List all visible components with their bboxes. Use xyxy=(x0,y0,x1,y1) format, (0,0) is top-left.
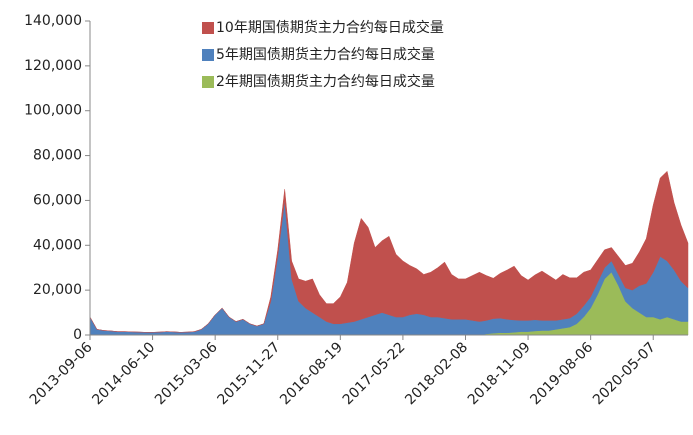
y-tick-label: 60,000 xyxy=(33,192,82,208)
x-tick-label: 2020-05-07 xyxy=(590,339,659,408)
x-tick-label: 2018-02-08 xyxy=(402,339,471,408)
x-tick-label: 2017-05-22 xyxy=(340,339,409,408)
y-tick-label: 120,000 xyxy=(24,58,82,74)
area xyxy=(89,170,689,333)
legend-swatch xyxy=(202,49,214,61)
x-tick-label: 2018-11-09 xyxy=(465,339,534,408)
y-tick-label: 80,000 xyxy=(33,148,82,164)
legend-label: 2年期国债期货主力合约每日成交量 xyxy=(216,73,435,90)
x-tick-label: 2016-08-19 xyxy=(277,339,346,408)
y-tick-label: 0 xyxy=(73,327,82,343)
x-tick-label: 2015-11-27 xyxy=(215,339,284,408)
legend-label: 5年期国债期货主力合约每日成交量 xyxy=(216,46,435,63)
y-tick-label: 40,000 xyxy=(33,237,82,253)
x-tick-label: 2019-08-06 xyxy=(527,339,596,408)
y-tick-label: 100,000 xyxy=(24,103,82,119)
y-tick-label: 20,000 xyxy=(33,282,82,298)
legend-swatch xyxy=(202,22,214,34)
legend-label: 10年期国债期货主力合约每日成交量 xyxy=(216,19,444,36)
x-tick-label: 2014-06-10 xyxy=(89,339,158,408)
y-tick-label: 140,000 xyxy=(24,13,82,29)
x-tick-label: 2013-09-06 xyxy=(27,339,96,408)
legend-swatch xyxy=(202,76,214,88)
x-tick-label: 2015-03-06 xyxy=(152,339,221,408)
